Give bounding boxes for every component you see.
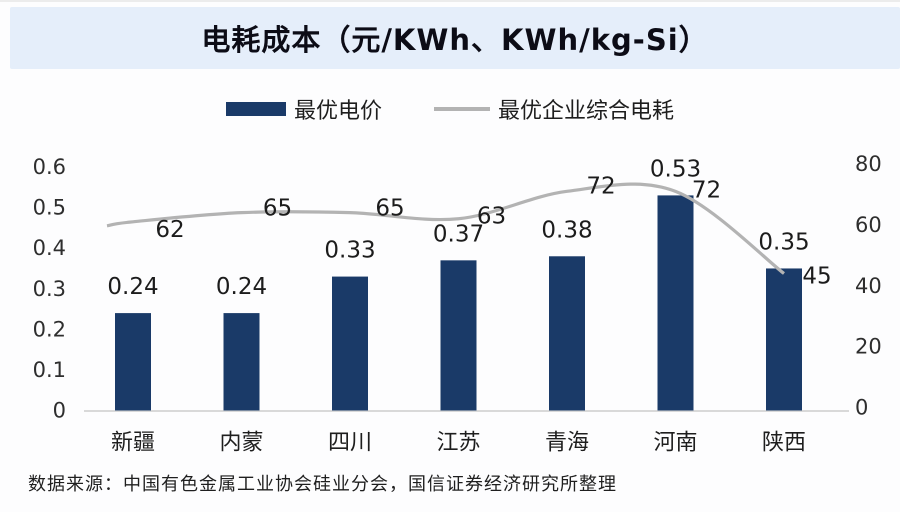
bar-label-内蒙: 0.24 [216, 274, 267, 300]
bar-新疆 [115, 313, 151, 411]
bar-陕西 [766, 268, 802, 411]
bar-label-陕西: 0.35 [758, 229, 809, 255]
data-source-note: 数据来源：中国有色金属工业协会硅业分会，国信证券经济研究所整理 [28, 474, 617, 495]
line-label-陕西: 45 [802, 264, 831, 290]
x-label-江苏: 江苏 [436, 431, 480, 456]
left-tick-0.4: 0.4 [33, 236, 66, 260]
right-tick-40: 40 [855, 274, 882, 298]
x-label-新疆: 新疆 [111, 431, 155, 456]
legend-item-line: 最优企业综合电耗 [434, 93, 674, 125]
x-label-内蒙: 内蒙 [219, 431, 263, 456]
legend-label-line: 最优企业综合电耗 [498, 99, 675, 124]
bar-河南 [657, 195, 694, 411]
legend-item-bar: 最优电价 [225, 93, 382, 125]
legend-label-bar: 最优电价 [293, 99, 382, 124]
right-tick-20: 20 [855, 335, 882, 359]
bar-江苏 [440, 260, 477, 411]
line-label-内蒙: 65 [263, 196, 292, 222]
left-tick-0.6: 0.6 [33, 155, 66, 179]
bar-青海 [549, 256, 585, 411]
bar-label-河南: 0.53 [650, 156, 701, 182]
legend: 最优电价 最优企业综合电耗 [0, 94, 900, 124]
bar-label-新疆: 0.24 [107, 274, 158, 300]
left-tick-0.5: 0.5 [33, 196, 66, 220]
bar-label-江苏: 0.37 [433, 221, 484, 247]
line-label-新疆: 62 [155, 217, 184, 243]
left-tick-0: 0 [53, 399, 66, 423]
bar-swatch-icon [225, 102, 286, 116]
line-label-四川: 65 [375, 196, 404, 222]
right-tick-0: 0 [855, 396, 868, 420]
line-label-江苏: 63 [477, 204, 506, 230]
line-label-青海: 72 [586, 173, 615, 199]
x-label-河南: 河南 [653, 431, 697, 456]
bar-内蒙 [223, 313, 260, 411]
left-tick-0.1: 0.1 [33, 358, 66, 382]
bar-四川 [332, 276, 368, 411]
x-label-四川: 四川 [328, 431, 372, 456]
right-tick-80: 80 [855, 152, 882, 176]
bar-label-青海: 0.38 [541, 217, 592, 243]
chart-title: 电耗成本（元/KWh、KWh/kg-Si） [201, 23, 709, 57]
right-tick-60: 60 [855, 213, 882, 237]
left-tick-0.2: 0.2 [33, 317, 66, 341]
bar-label-四川: 0.33 [324, 238, 375, 264]
x-label-陕西: 陕西 [762, 431, 806, 456]
line-series [106, 182, 785, 275]
left-tick-0.3: 0.3 [33, 277, 66, 301]
line-label-河南: 72 [692, 177, 721, 203]
title-band: 电耗成本（元/KWh、KWh/kg-Si） [10, 7, 900, 69]
x-label-青海: 青海 [545, 431, 589, 456]
line-swatch-icon [434, 107, 490, 111]
